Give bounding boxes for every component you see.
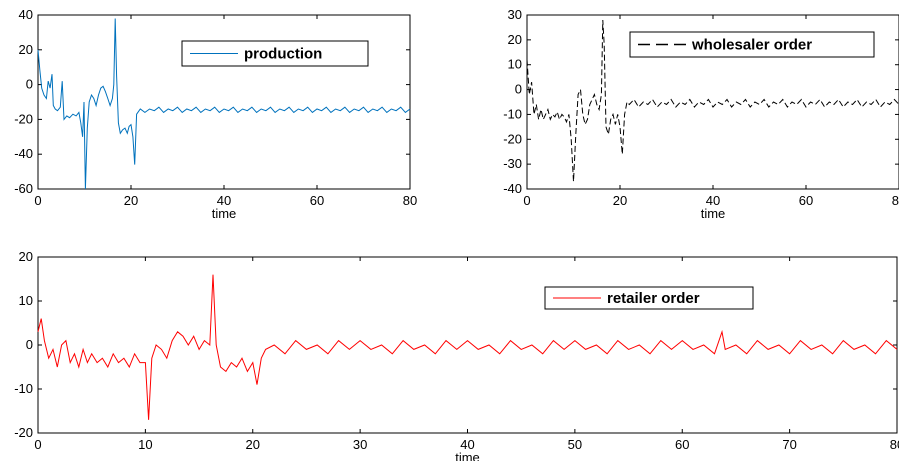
chart-retailer: 0 10 20 30 40 50 60 70 80 -20 -10 0 10 20 time retailer… (14, 249, 899, 461)
y-tick-label: 10 (19, 293, 33, 308)
legend-label: production (244, 46, 322, 63)
x-tick-label: 80 (890, 437, 899, 452)
y-tick-label: 20 (508, 32, 522, 47)
y-tick-label: -30 (503, 156, 522, 171)
series-line-wholesaler (526, 19, 899, 182)
y-tick-label: 0 (26, 77, 33, 92)
x-tick-label: 40 (706, 193, 720, 208)
x-tick-label: 70 (782, 437, 796, 452)
x-tick-label: 0 (34, 193, 41, 208)
y-tick-label: -60 (14, 181, 33, 196)
x-axis-label: time (455, 450, 480, 461)
legend-label: wholesaler order (691, 37, 812, 54)
y-tick-label: -10 (14, 381, 33, 396)
x-tick-label: 0 (523, 193, 530, 208)
y-tick-label: -40 (14, 146, 33, 161)
x-tick-label: 60 (675, 437, 689, 452)
x-tick-label: 30 (353, 437, 367, 452)
x-tick-label: 60 (310, 193, 324, 208)
y-tick-label: 0 (26, 337, 33, 352)
x-axis-label: time (701, 206, 726, 221)
x-tick-label: 20 (613, 193, 627, 208)
y-tick-label: -20 (503, 131, 522, 146)
y-tick-label: 30 (508, 7, 522, 22)
y-tick-label: 10 (508, 57, 522, 72)
x-tick-label: 40 (217, 193, 231, 208)
y-tick-label: 40 (19, 7, 33, 22)
chart-wholesaler: 0 20 40 60 80 -40 -30 -20 -10 0 10 20 30 time wholesal… (503, 7, 899, 221)
x-axis-label: time (212, 206, 237, 221)
x-tick-label: 10 (138, 437, 152, 452)
legend-box (544, 286, 754, 310)
x-tick-label: 0 (34, 437, 41, 452)
y-tick-label: 20 (19, 42, 33, 57)
x-tick-label: 80 (892, 193, 899, 208)
y-tick-label: -40 (503, 181, 522, 196)
x-tick-label: 80 (403, 193, 417, 208)
y-tick-label: -20 (14, 425, 33, 440)
x-tick-label: 40 (460, 437, 474, 452)
legend-label: retailer order (607, 290, 700, 307)
plot-frame (37, 256, 898, 434)
y-tick-label: 0 (515, 82, 522, 97)
y-tick-label: -10 (503, 106, 522, 121)
series-line-retailer (37, 274, 898, 420)
x-tick-label: 20 (246, 437, 260, 452)
y-tick-label: -20 (14, 111, 33, 126)
legend-box (629, 31, 875, 58)
x-tick-label: 20 (124, 193, 138, 208)
y-tick-label: 20 (19, 249, 33, 264)
series-line-production (37, 18, 411, 190)
x-tick-label: 60 (799, 193, 813, 208)
x-tick-label: 50 (568, 437, 582, 452)
